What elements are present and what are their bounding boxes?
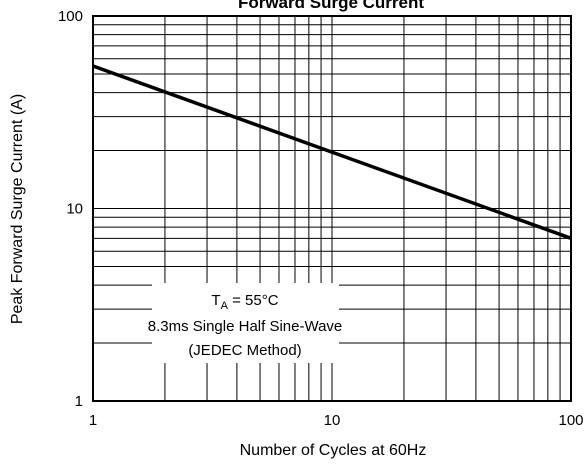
series-line	[92, 64, 572, 240]
annotation-background	[152, 283, 339, 363]
y-tick-label: 100	[58, 8, 83, 25]
annotation-condition: TA = 55°C	[211, 292, 278, 312]
grid-lines	[93, 16, 571, 401]
x-tick-label: 100	[558, 412, 583, 429]
x-tick-label: 1	[89, 412, 97, 429]
annotation-line-2: 8.3ms Single Half Sine-Wave	[148, 318, 343, 335]
y-tick-labels: 1 10 100	[58, 8, 83, 410]
x-tick-label: 10	[324, 412, 341, 429]
annotation-condition-value: = 55°C	[228, 292, 279, 309]
annotation-line-3: (JEDEC Method)	[188, 342, 301, 359]
annotation-text: TA = 55°C 8.3ms Single Half Sine-Wave (J…	[148, 292, 343, 359]
annotation-condition-subscript: A	[221, 300, 229, 312]
annotation-condition-symbol: T	[211, 292, 220, 309]
y-tick-label: 1	[75, 393, 83, 410]
annotation-box	[152, 283, 339, 363]
chart-title: Forward Surge Current	[238, 0, 424, 12]
y-tick-label: 10	[66, 201, 83, 218]
y-axis-label: Peak Forward Surge Current (A)	[9, 94, 26, 324]
x-axis-label: Number of Cycles at 60Hz	[240, 442, 427, 459]
plot-frame	[92, 15, 572, 402]
x-tick-labels: 1 10 100	[89, 412, 584, 429]
series-layer	[92, 64, 572, 240]
